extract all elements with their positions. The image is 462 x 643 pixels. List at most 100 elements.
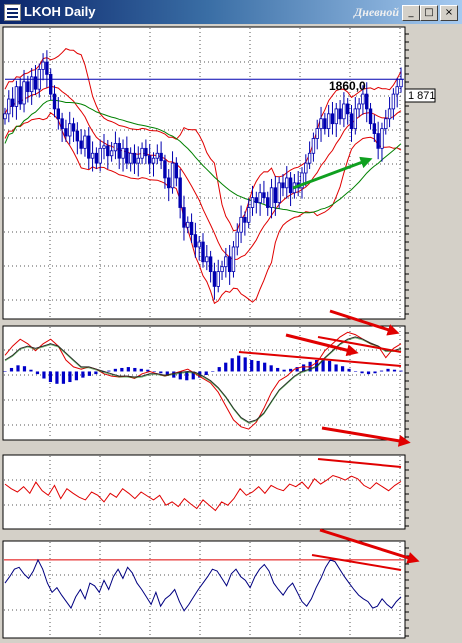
macd-panel: [2, 325, 406, 441]
candle-body: [125, 147, 129, 164]
candle-body: [71, 123, 76, 132]
histogram-bar: [256, 360, 260, 372]
candle-body: [26, 81, 30, 93]
candle-body: [106, 145, 110, 157]
candle-body: [384, 118, 388, 130]
candle-body: [376, 133, 380, 149]
candle-body: [7, 98, 11, 115]
candle-body: [391, 93, 396, 110]
candle-body: [345, 103, 350, 115]
histogram-bar: [68, 371, 72, 383]
candle-body: [231, 246, 236, 273]
histogram-bar: [178, 371, 182, 380]
candle-body: [3, 113, 7, 120]
candle-body: [167, 177, 171, 189]
histogram-bar: [146, 369, 150, 372]
candle-body: [372, 123, 377, 134]
histogram-bar: [29, 369, 33, 372]
red-arrow-macd-top: [329, 309, 400, 336]
histogram-bar: [185, 371, 189, 381]
close-button[interactable]: ×: [440, 5, 458, 21]
histogram-divergence-line: [238, 351, 402, 367]
histogram-bar: [35, 371, 40, 375]
red-arrow-macd-mid: [285, 333, 359, 357]
stochastic-panel: [2, 540, 406, 639]
histogram-bar: [133, 367, 137, 372]
histogram-bar: [399, 370, 403, 372]
candle-body: [170, 162, 175, 189]
bollinger-lower-band: [4, 112, 402, 305]
candle-body: [178, 177, 182, 208]
candle-body: [87, 135, 91, 159]
histogram-bar: [263, 362, 267, 372]
price-panel: [2, 26, 406, 320]
histogram-bar: [334, 364, 338, 372]
candle-body: [304, 162, 308, 174]
candle-body: [151, 157, 156, 164]
maximize-button[interactable]: □: [420, 5, 438, 21]
red-arrow-macd-bottom: [321, 426, 411, 447]
histogram-bar: [48, 371, 53, 383]
histogram-bar: [237, 355, 241, 372]
candle-body: [113, 143, 118, 152]
bollinger-middle-band: [4, 85, 402, 261]
histogram-bar: [211, 371, 215, 372]
candle-body: [159, 152, 163, 162]
histogram-bar: [230, 358, 234, 372]
histogram-bar: [42, 371, 46, 379]
candle-body: [227, 256, 232, 273]
candle-body: [353, 108, 358, 130]
candle-body: [109, 150, 114, 157]
histogram-bar: [366, 371, 371, 375]
histogram-bar: [386, 368, 390, 372]
candle-body: [174, 162, 179, 179]
stochastic-divergence-line: [311, 554, 402, 571]
candle-body: [311, 138, 316, 154]
candle-body: [136, 157, 140, 164]
minimize-button[interactable]: _: [402, 5, 420, 21]
candle-body: [273, 187, 278, 203]
candle-body: [14, 86, 19, 107]
candle-body: [349, 113, 354, 130]
histogram-bar: [340, 366, 345, 372]
histogram-bar: [204, 371, 208, 375]
histogram-bar: [321, 358, 325, 372]
price-candles: [3, 50, 403, 300]
histogram-bar: [107, 370, 111, 372]
histogram-bar: [327, 360, 332, 372]
candle-body: [121, 147, 125, 159]
candle-body: [342, 103, 346, 120]
candle-body: [330, 113, 335, 125]
candle-body: [90, 152, 95, 159]
oscillator-panel: [2, 454, 406, 530]
histogram-bar: [87, 371, 91, 376]
histogram-bar: [224, 362, 228, 372]
chart-app-icon: [4, 4, 21, 21]
candle-body: [380, 128, 384, 149]
window-title: LKOH Daily: [24, 4, 96, 19]
candle-body: [361, 93, 365, 105]
candle-body: [387, 108, 392, 120]
candle-body: [147, 155, 152, 164]
candle-body: [365, 93, 369, 110]
candle-body: [368, 108, 373, 125]
candle-body: [193, 234, 198, 248]
candle-body: [285, 177, 289, 189]
histogram-bar: [55, 371, 59, 384]
candle-body: [243, 216, 247, 223]
macd-divergence-line: [317, 336, 402, 353]
histogram-bar: [159, 371, 163, 374]
candle-body: [323, 118, 327, 130]
candle-body: [220, 266, 224, 273]
candle-body: [29, 76, 34, 93]
histogram-bar: [379, 370, 384, 372]
candle-body: [132, 152, 137, 164]
candle-body: [315, 128, 319, 139]
histogram-bar: [16, 365, 20, 372]
candle-body: [357, 103, 361, 110]
oscillator-line: [4, 474, 402, 512]
macd-histogram: [3, 355, 403, 384]
histogram-bar: [302, 364, 306, 372]
candle-body: [48, 73, 53, 95]
histogram-bar: [22, 366, 27, 372]
